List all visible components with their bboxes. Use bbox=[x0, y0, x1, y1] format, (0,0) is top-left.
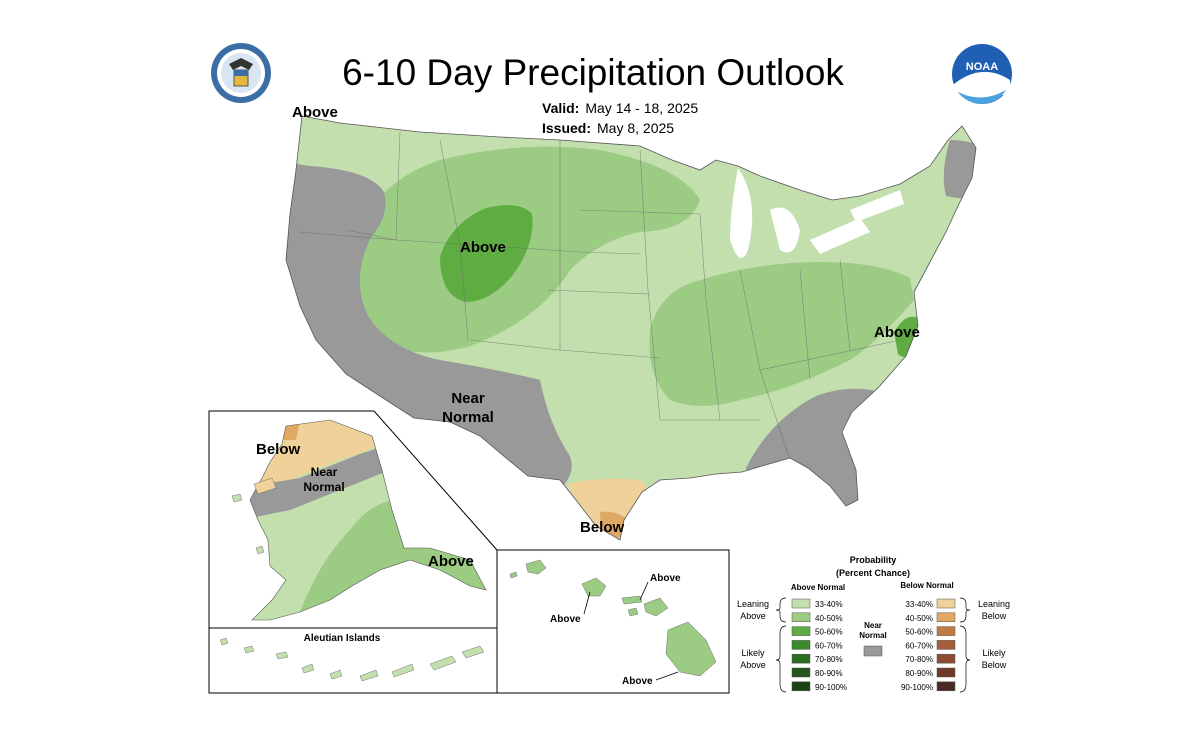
legend-leaning-above-2: Above bbox=[740, 611, 766, 621]
label-aleutian: Aleutian Islands bbox=[304, 633, 381, 644]
hawaii-island-kauai bbox=[525, 559, 547, 575]
label-ak-near-line1: Near bbox=[311, 465, 338, 479]
legend-above-range-5: 80-90% bbox=[815, 669, 843, 678]
legend-above-swatch-4 bbox=[791, 653, 811, 664]
legend-above-bins: 33-40% 40-50% 50-60% 60-70% 70-80% 80-90% 90-1… bbox=[791, 598, 847, 692]
label-ak-below: Below bbox=[256, 441, 301, 458]
legend-leaning-above-1: Leaning bbox=[737, 599, 769, 609]
conus-outline bbox=[285, 115, 977, 541]
legend-below-swatch-4 bbox=[936, 653, 956, 664]
legend-above-swatch-2 bbox=[791, 626, 811, 636]
valid-row: Valid: May 14 - 18, 2025 bbox=[542, 100, 698, 116]
noaa-logo-text: NOAA bbox=[966, 61, 998, 73]
legend: Probability (Percent Chance) Above Norma… bbox=[737, 555, 1010, 693]
legend-above-range-0: 33-40% bbox=[815, 600, 843, 609]
aleutian-islands bbox=[219, 637, 485, 682]
legend-title-line2: (Percent Chance) bbox=[836, 568, 910, 578]
legend-below-swatch-6 bbox=[936, 681, 956, 692]
issued-value: May 8, 2025 bbox=[597, 120, 675, 136]
legend-below-range-4: 70-80% bbox=[905, 655, 933, 664]
legend-near-head-line2: Normal bbox=[859, 631, 887, 640]
legend-above-swatch-0 bbox=[791, 598, 811, 609]
hawaii-island-molokai bbox=[621, 595, 643, 605]
hawaii-inset: Above Above Above bbox=[496, 549, 730, 694]
legend-likely-below-1: Likely bbox=[982, 648, 1006, 658]
issued-label: Issued: bbox=[542, 120, 592, 136]
label-near-normal-line1: Near bbox=[451, 390, 485, 407]
legend-leaning-below-2: Below bbox=[982, 611, 1007, 621]
label-hi-above-oahu: Above bbox=[550, 614, 581, 625]
legend-near-head-line1: Near bbox=[864, 621, 882, 630]
legend-likely-above-2: Above bbox=[740, 660, 766, 670]
legend-below-swatch-1 bbox=[936, 612, 956, 623]
legend-below-swatch-0 bbox=[936, 598, 956, 609]
legend-above-swatch-6 bbox=[791, 681, 811, 692]
issued-row: Issued: May 8, 2025 bbox=[542, 120, 674, 136]
legend-above-range-2: 50-60% bbox=[815, 628, 843, 637]
legend-leaning-below-1: Leaning bbox=[978, 599, 1010, 609]
legend-near-swatch bbox=[863, 645, 883, 657]
hawaii-island-oahu bbox=[581, 577, 607, 597]
page-title: 6-10 Day Precipitation Outlook bbox=[342, 52, 844, 93]
hawaii-island-maui bbox=[643, 597, 669, 617]
legend-below-range-6: 90-100% bbox=[901, 683, 933, 692]
label-near-normal-line2: Normal bbox=[442, 409, 494, 426]
legend-title-line1: Probability bbox=[850, 555, 897, 565]
legend-above-range-6: 90-100% bbox=[815, 683, 847, 692]
label-below-texas: Below bbox=[580, 519, 625, 536]
legend-below-bins: 33-40% 40-50% 50-60% 60-70% 70-80% 80-90% 90-1… bbox=[901, 598, 956, 692]
doc-seal-icon bbox=[211, 43, 271, 103]
label-hi-above-big-island: Above bbox=[622, 676, 653, 687]
legend-above-swatch-5 bbox=[791, 667, 811, 678]
legend-below-range-3: 60-70% bbox=[905, 641, 933, 650]
legend-below-range-5: 80-90% bbox=[905, 669, 933, 678]
legend-above-range-4: 70-80% bbox=[815, 655, 843, 664]
hawaii-island-big bbox=[665, 621, 717, 677]
label-ak-above: Above bbox=[428, 553, 474, 570]
legend-below-swatch-3 bbox=[936, 640, 956, 650]
legend-below-range-1: 40-50% bbox=[905, 614, 933, 623]
noaa-logo-icon: NOAA bbox=[952, 44, 1012, 104]
legend-above-swatch-1 bbox=[791, 612, 811, 623]
legend-above-head: Above Normal bbox=[791, 583, 845, 592]
label-above-northwest: Above bbox=[292, 104, 338, 121]
legend-below-head: Below Normal bbox=[900, 581, 953, 590]
label-ak-near-line2: Normal bbox=[303, 480, 344, 494]
legend-below-range-2: 50-60% bbox=[905, 628, 933, 637]
alaska-inset: Below Near Normal Above Aleutian Islands bbox=[208, 410, 498, 694]
legend-likely-above-1: Likely bbox=[741, 648, 765, 658]
legend-likely-below-2: Below bbox=[982, 660, 1007, 670]
label-above-carolina: Above bbox=[874, 324, 920, 341]
legend-above-swatch-3 bbox=[791, 640, 811, 650]
legend-below-swatch-5 bbox=[936, 667, 956, 678]
legend-below-range-0: 33-40% bbox=[905, 600, 933, 609]
label-hi-above-maui: Above bbox=[650, 573, 681, 584]
legend-above-range-1: 40-50% bbox=[815, 614, 843, 623]
valid-value: May 14 - 18, 2025 bbox=[585, 100, 699, 116]
valid-label: Valid: bbox=[542, 100, 580, 116]
label-above-wyoming: Above bbox=[460, 239, 506, 256]
legend-above-range-3: 60-70% bbox=[815, 641, 843, 650]
legend-below-swatch-2 bbox=[936, 626, 956, 636]
